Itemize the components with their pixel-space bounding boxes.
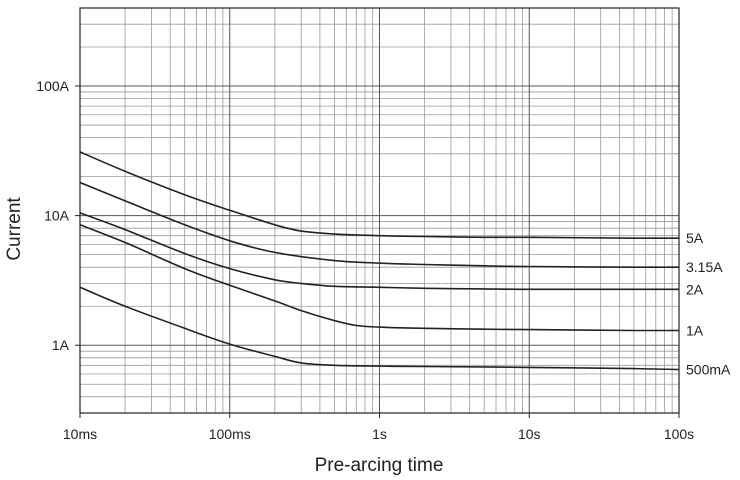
- y-axis-title: Current: [4, 197, 25, 261]
- y-tick-label: 10A: [44, 208, 70, 224]
- y-axis-ticks: 1A 10A 100A: [36, 78, 80, 353]
- series-label: 3.15A: [686, 259, 723, 275]
- y-tick-label: 1A: [52, 337, 70, 353]
- y-tick-label: 100A: [36, 78, 69, 94]
- series-line: [79, 286, 680, 371]
- x-tick-label: 10s: [518, 426, 541, 442]
- series-label: 2A: [686, 281, 704, 297]
- x-tick-label: 10ms: [63, 426, 97, 442]
- series-label: 5A: [686, 230, 704, 246]
- x-tick-label: 100s: [664, 426, 694, 442]
- series-line: [79, 224, 680, 332]
- series-line: [79, 151, 680, 240]
- series-line: [79, 181, 680, 269]
- x-axis-ticks: 10ms 100ms 1s 10s 100s: [63, 413, 694, 442]
- series-line: [79, 212, 679, 291]
- x-tick-label: 100ms: [209, 426, 251, 442]
- x-axis-title: Pre-arcing time: [315, 455, 444, 476]
- series-label: 500mA: [686, 361, 731, 377]
- series-labels: 5A 3.15A 2A 1A 500mA: [686, 230, 731, 377]
- series-label: 1A: [686, 322, 704, 338]
- x-tick-label: 1s: [372, 426, 387, 442]
- series-lines: [79, 151, 680, 371]
